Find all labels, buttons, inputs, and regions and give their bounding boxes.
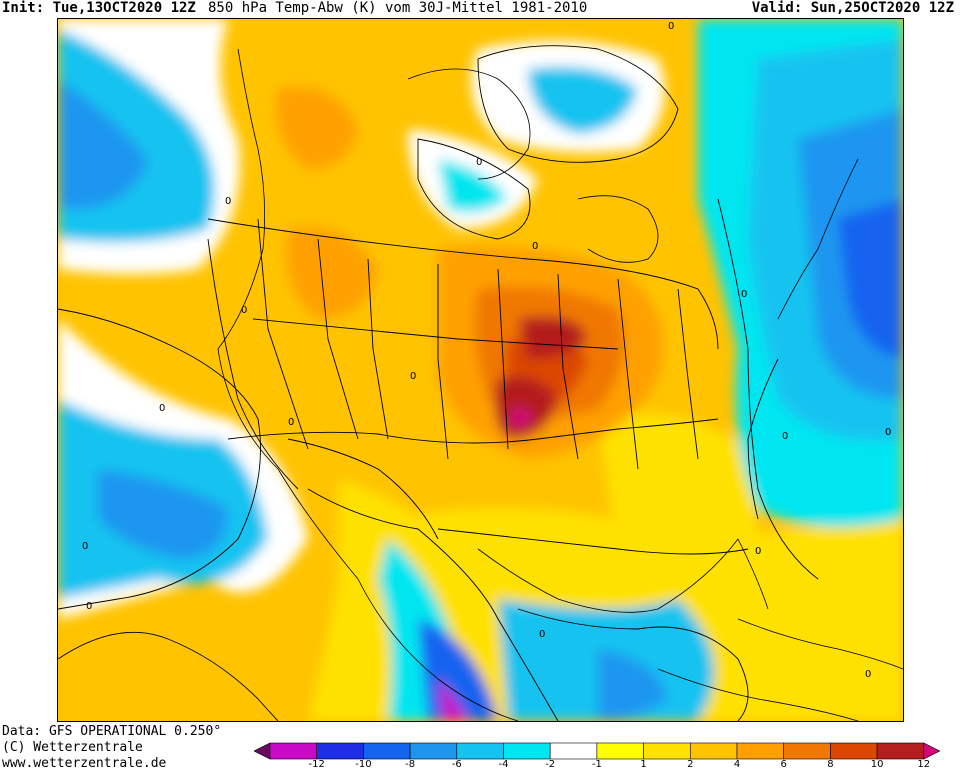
- map-header: Init: Tue,13OCT2020 12Z 850 hPa Temp-Abw…: [0, 0, 960, 18]
- website-link[interactable]: www.wetterzentrale.de: [2, 756, 167, 771]
- colorbar-swatch: [596, 742, 644, 760]
- colorbar-label: -6: [451, 759, 462, 770]
- contour-label: 0: [86, 601, 92, 612]
- colorbar-label: 4: [733, 759, 741, 770]
- colorbar-label: 2: [687, 759, 694, 770]
- colorbar-label: 6: [780, 759, 787, 770]
- colorbar-swatch: [316, 742, 364, 760]
- colorbar-swatch: [456, 742, 504, 760]
- colorbar: -12 -10 -8 -6 -4 -2 -1 1 2 4 6 8 10 12: [253, 741, 958, 774]
- zero-contours: [58, 45, 819, 721]
- contour-label: 0: [539, 629, 545, 640]
- colorbar-swatch: [643, 742, 691, 760]
- colorbar-label: 8: [827, 759, 834, 770]
- map-title: 850 hPa Temp-Abw (K) vom 30J-Mittel 1981…: [208, 0, 588, 16]
- colorbar-arrow-low: [253, 742, 271, 760]
- contour-label: 0: [865, 669, 871, 680]
- contour-label: 0: [288, 417, 294, 428]
- colorbar-swatch: [783, 742, 831, 760]
- copyright: (C) Wetterzentrale: [2, 740, 143, 755]
- anomaly-shading: [58, 19, 903, 721]
- map-canvas: 0 0 0 0 0 0 0 0 0 0 0 0 0 0 0 0: [58, 19, 903, 721]
- colorbar-swatch: [269, 742, 318, 760]
- colorbar-swatch: [549, 742, 598, 760]
- contour-labels: 0 0 0 0 0 0 0 0 0 0 0 0 0 0 0 0: [82, 21, 891, 680]
- colorbar-label: -10: [355, 759, 372, 770]
- init-time: Init: Tue,13OCT2020 12Z: [2, 0, 196, 16]
- contour-label: 0: [476, 157, 482, 168]
- colorbar-label: -1: [591, 759, 602, 770]
- colorbar-swatch: [830, 742, 878, 760]
- valid-time: Valid: Sun,25OCT2020 12Z: [751, 0, 954, 16]
- anomaly-map: 0 0 0 0 0 0 0 0 0 0 0 0 0 0 0 0: [57, 18, 904, 722]
- credits: Data: GFS OPERATIONAL 0.250° (C) Wetterz…: [2, 724, 221, 772]
- contour-label: 0: [82, 541, 88, 552]
- contour-label: 0: [225, 196, 231, 207]
- contour-label: 0: [241, 305, 247, 316]
- colorbar-label: 1: [640, 759, 647, 770]
- colorbar-swatch: [689, 742, 738, 760]
- contour-label: 0: [885, 427, 891, 438]
- colorbar-label: 12: [917, 759, 931, 770]
- colorbar-swatch: [363, 742, 411, 760]
- political-boundaries: [207, 218, 779, 721]
- data-source: Data: GFS OPERATIONAL 0.250°: [2, 724, 222, 739]
- colorbar-label: 10: [870, 759, 884, 770]
- contour-label: 0: [755, 546, 761, 557]
- contour-label: 0: [782, 431, 788, 442]
- colorbar-swatch: [876, 742, 925, 760]
- contour-label: 0: [668, 21, 674, 32]
- colorbar-swatch: [409, 742, 458, 760]
- colorbar-swatch: [736, 742, 785, 760]
- colorbar-label: -4: [498, 759, 509, 770]
- coastlines: [217, 48, 903, 721]
- contour-label: 0: [410, 371, 416, 382]
- colorbar-arrow-high: [923, 742, 941, 760]
- colorbar-label: -12: [308, 759, 325, 770]
- contour-label: 0: [532, 241, 538, 252]
- colorbar-label: -8: [405, 759, 416, 770]
- colorbar-swatch: [503, 742, 551, 760]
- colorbar-label: -2: [545, 759, 556, 770]
- contour-label: 0: [741, 289, 747, 300]
- contour-label: 0: [159, 403, 165, 414]
- colorbar-swatches: [253, 742, 941, 760]
